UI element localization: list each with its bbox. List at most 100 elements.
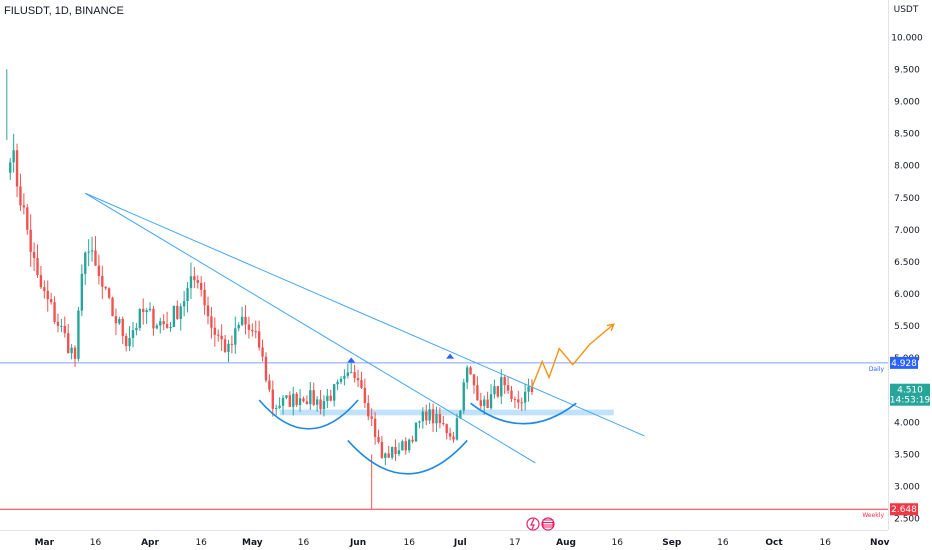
candle-body [135, 327, 138, 331]
candle-body [394, 447, 397, 455]
candle-body [329, 395, 332, 401]
candle-body [346, 372, 350, 376]
touch-marker-icon [446, 353, 455, 359]
candle-body [142, 308, 145, 313]
candle-body [46, 290, 49, 300]
cup-arc[interactable] [258, 399, 359, 430]
x-tick-label: 17 [509, 538, 520, 548]
y-tick-label: 7.500 [894, 194, 920, 204]
candle-body [186, 288, 189, 302]
chart-title: FILUSDT, 1D, BINANCE [4, 5, 124, 17]
level-label: Weekly [862, 512, 884, 519]
candle-body [199, 282, 203, 290]
current-price-badge [890, 383, 930, 406]
trendline[interactable] [84, 192, 536, 464]
candle-body [49, 299, 53, 303]
candle-body [67, 333, 70, 354]
candle-body [530, 386, 534, 393]
candle-body [159, 321, 162, 326]
y-tick-label: 8.000 [894, 162, 920, 172]
candle-body [32, 251, 36, 259]
candle-body [90, 250, 94, 252]
y-tick-label: 3.500 [894, 451, 920, 461]
x-tick-label: Jul [453, 538, 467, 548]
candle-body [97, 265, 101, 276]
candle-body [411, 439, 414, 442]
candle-body [227, 343, 230, 353]
candle-body [363, 387, 367, 404]
trendline[interactable] [85, 192, 645, 437]
lightning-glyph-icon [530, 518, 535, 530]
candle-body [128, 338, 131, 347]
candle-body [384, 453, 387, 458]
candle-body [404, 441, 407, 451]
candle-body [350, 372, 353, 374]
candle-body [489, 394, 493, 409]
candle-body [367, 403, 370, 417]
lightning-event-icon[interactable] [526, 517, 540, 531]
weekly-price-badge [890, 503, 918, 516]
candle-body [63, 325, 66, 334]
cup-arc[interactable] [470, 402, 577, 425]
candle-body [462, 382, 465, 411]
candle-body [118, 319, 121, 324]
candle-body [19, 186, 22, 206]
candle-body [268, 380, 271, 390]
x-tick-label: May [242, 538, 263, 548]
candle-body [43, 287, 46, 291]
candle-body [22, 205, 26, 208]
candle-body [408, 439, 411, 451]
candle-body [343, 375, 346, 379]
candle-body [12, 150, 15, 163]
candle-body [332, 384, 336, 401]
support-zone[interactable] [279, 409, 614, 416]
candle-body [414, 422, 418, 442]
candle-body [483, 399, 486, 406]
candle-body [87, 251, 90, 253]
candle-body [510, 390, 513, 399]
candle-body [455, 418, 459, 440]
candle-body [336, 381, 339, 385]
y-tick-label: 9.500 [894, 65, 920, 75]
weekly-price-text: 2.648 [891, 505, 917, 515]
candle-body [309, 390, 312, 405]
candle-body [377, 436, 380, 442]
candle-body [523, 391, 527, 403]
candle-body [370, 416, 373, 419]
y-tick-label: 6.500 [894, 258, 920, 268]
candle-body [373, 418, 377, 437]
candle-body [145, 310, 148, 313]
candle-body [206, 305, 210, 317]
x-tick-label: Nov [870, 538, 890, 548]
candle-body [264, 356, 268, 381]
candle-body [77, 310, 80, 359]
candle-body [281, 397, 285, 406]
candle-body [104, 286, 107, 289]
y-tick-label: 4.000 [894, 418, 920, 428]
candle-body [230, 343, 234, 345]
x-tick-label: Apr [141, 538, 159, 548]
candle-body [520, 402, 523, 404]
candle-body [261, 347, 264, 357]
candle-body [339, 378, 343, 382]
candle-body [292, 393, 295, 407]
candle-body [251, 329, 254, 332]
x-tick-label: 16 [717, 538, 729, 548]
candle-body [500, 377, 503, 397]
candle-body [465, 367, 469, 383]
y-tick-label: 2.500 [894, 515, 920, 525]
candle-body [15, 150, 19, 187]
daily-price-badge [890, 356, 918, 369]
candle-body [312, 390, 315, 405]
x-tick-label: 16 [819, 538, 831, 548]
projection-path[interactable] [531, 323, 615, 388]
candle-body [39, 275, 43, 288]
y-tick-label: 5.500 [894, 322, 920, 332]
cup-arc[interactable] [347, 439, 468, 475]
candle-body [298, 398, 302, 406]
candle-body [244, 316, 247, 325]
candle-body [94, 250, 97, 266]
candle-body [189, 276, 193, 289]
y-tick-label: 10.000 [891, 33, 923, 43]
